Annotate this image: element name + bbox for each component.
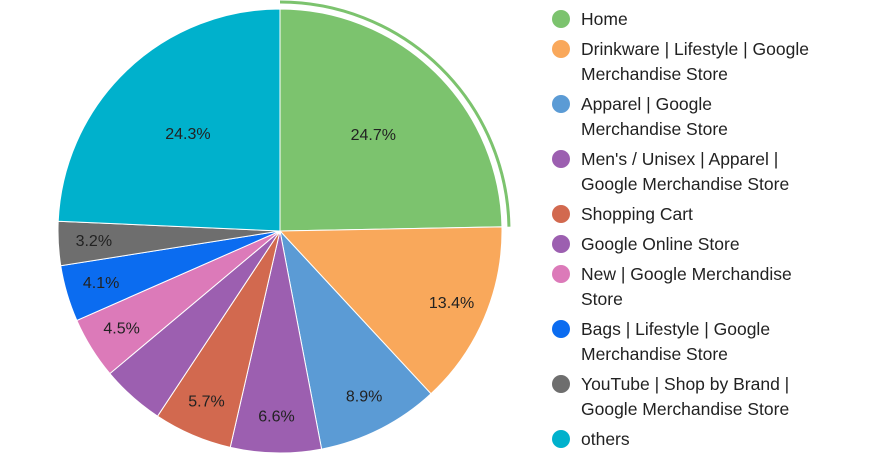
data-label: 4.1% [83, 275, 119, 292]
legend-swatch [552, 10, 570, 28]
data-label: 5.7% [188, 394, 224, 411]
legend-swatch [552, 150, 570, 168]
legend-label: Men's / Unisex | Apparel | Google Mercha… [581, 149, 790, 194]
selection-arc [279, 0, 511, 227]
legend-item[interactable]: Men's / Unisex | Apparel | Google Mercha… [552, 147, 812, 197]
legend-item[interactable]: New | Google Merchandise Store [552, 262, 812, 312]
data-label: 24.7% [351, 127, 396, 144]
legend-label: YouTube | Shop by Brand | Google Merchan… [581, 374, 790, 419]
legend-item[interactable]: Home [552, 7, 812, 32]
legend-swatch [552, 235, 570, 253]
legend-swatch [552, 430, 570, 448]
legend-label: Bags | Lifestyle | Google Merchandise St… [581, 319, 771, 364]
legend-swatch [552, 40, 570, 58]
pie-slice [279, 8, 503, 232]
legend-item[interactable]: Bags | Lifestyle | Google Merchandise St… [552, 317, 812, 367]
legend-item[interactable]: others [552, 427, 812, 452]
legend-label: others [581, 429, 630, 449]
legend-swatch [552, 375, 570, 393]
pie-slice [278, 226, 503, 395]
data-label: 8.9% [346, 389, 382, 406]
legend-label: New | Google Merchandise Store [581, 264, 792, 309]
data-label: 4.5% [103, 321, 139, 338]
legend-swatch [552, 205, 570, 223]
legend-swatch [552, 95, 570, 113]
legend-label: Home [581, 9, 628, 29]
legend-item[interactable]: Apparel | Google Merchandise Store [552, 92, 812, 142]
data-label: 24.3% [165, 126, 210, 143]
pie-slice [279, 229, 432, 450]
legend-item[interactable]: Shopping Cart [552, 202, 812, 227]
legend-item[interactable]: Google Online Store [552, 232, 812, 257]
data-label: 3.2% [76, 233, 112, 250]
data-label: 6.6% [258, 409, 294, 426]
legend-label: Drinkware | Lifestyle | Google Merchandi… [581, 39, 809, 84]
legend-item[interactable]: YouTube | Shop by Brand | Google Merchan… [552, 372, 812, 422]
pie-slice [57, 8, 281, 232]
legend-swatch [552, 320, 570, 338]
legend-item[interactable]: Drinkware | Lifestyle | Google Merchandi… [552, 37, 812, 87]
legend-label: Google Online Store [581, 234, 740, 254]
legend-label: Shopping Cart [581, 204, 693, 224]
legend: Home Drinkware | Lifestyle | Google Merch… [552, 7, 812, 457]
data-label: 13.4% [429, 295, 474, 312]
legend-label: Apparel | Google Merchandise Store [581, 94, 728, 139]
legend-swatch [552, 265, 570, 283]
